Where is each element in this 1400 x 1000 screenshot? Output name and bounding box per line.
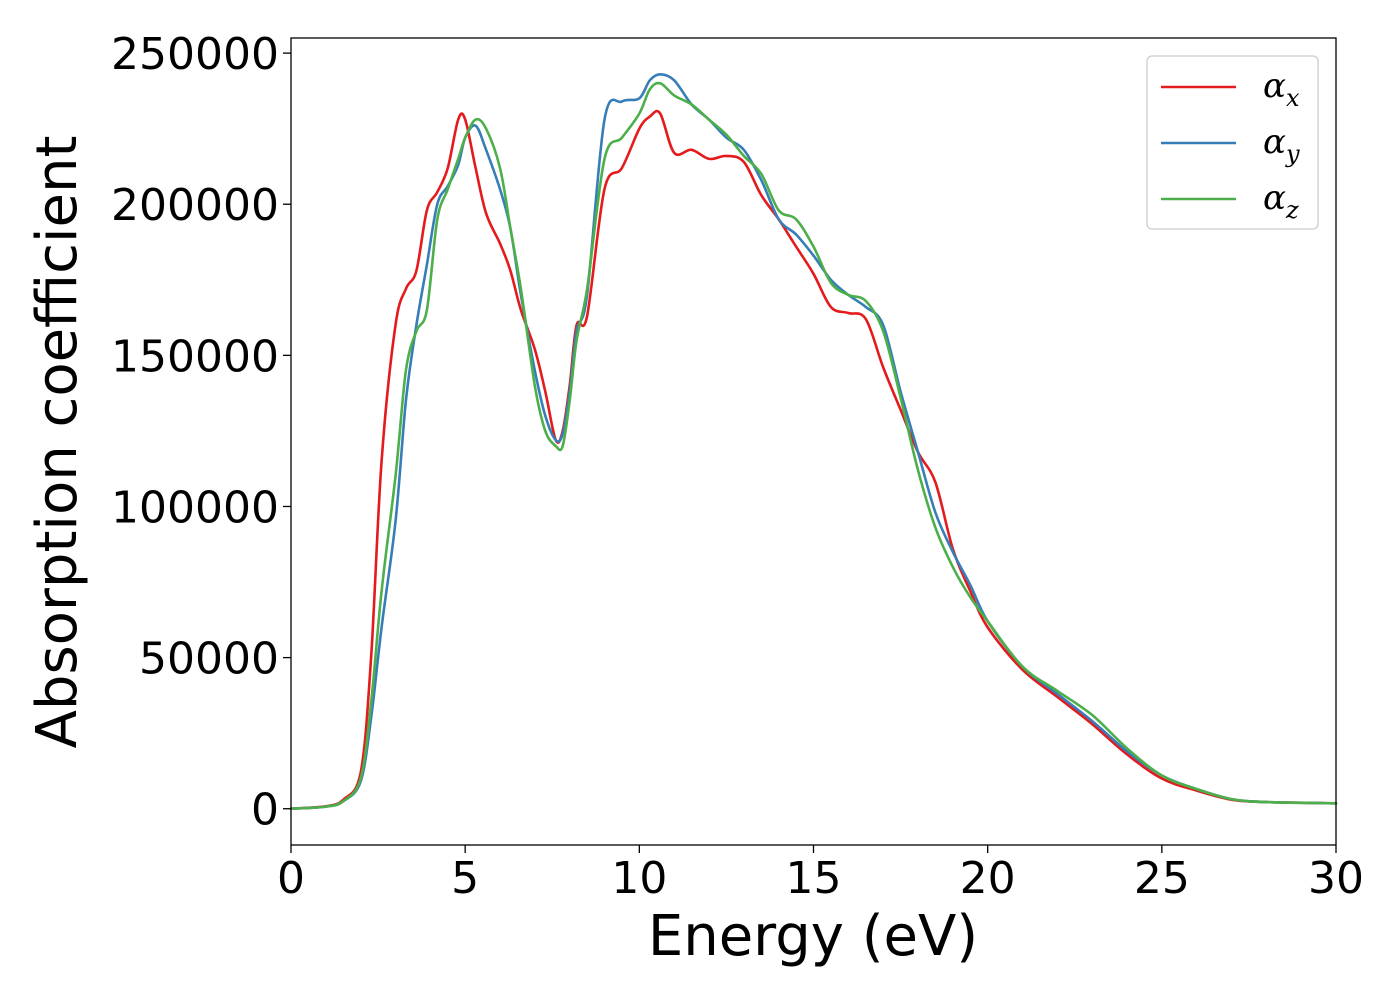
y-tick-label: 200000 xyxy=(111,180,279,231)
x-axis-label: Energy (eV) xyxy=(648,904,978,969)
legend: αx αy αz xyxy=(1146,55,1319,230)
y-tick-label: 100000 xyxy=(111,482,279,533)
x-axis-ticks: 0 5 10 15 20 25 30 xyxy=(277,845,1364,904)
y-axis-label: Absorption coefficient xyxy=(25,136,90,749)
legend-label-x: αx xyxy=(1263,66,1300,112)
legend-label-z: αz xyxy=(1263,178,1299,224)
series-layer xyxy=(289,73,1338,810)
y-tick-label: 0 xyxy=(251,785,279,836)
series-line-z xyxy=(289,81,1338,810)
x-tick-label: 20 xyxy=(960,853,1016,904)
y-tick-label: 150000 xyxy=(111,331,279,382)
x-tick-label: 5 xyxy=(451,853,479,904)
y-tick-label: 250000 xyxy=(111,29,279,80)
x-tick-label: 30 xyxy=(1308,853,1364,904)
series-line-x xyxy=(289,109,1338,810)
x-tick-label: 0 xyxy=(277,853,305,904)
x-tick-label: 15 xyxy=(786,853,842,904)
series-line-y xyxy=(289,73,1338,810)
x-tick-label: 25 xyxy=(1134,853,1190,904)
x-tick-label: 10 xyxy=(611,853,667,904)
legend-label-y: αy xyxy=(1263,122,1300,168)
y-tick-label: 50000 xyxy=(139,634,279,685)
y-axis-ticks: 0 50000 100000 150000 200000 250000 xyxy=(111,29,291,836)
